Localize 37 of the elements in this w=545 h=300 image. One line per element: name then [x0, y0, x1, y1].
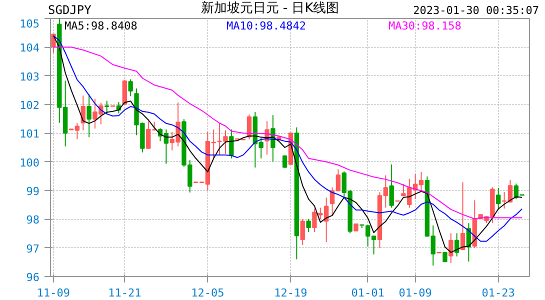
y-tick-label: 98 — [26, 214, 40, 227]
y-tick-label: 96 — [26, 271, 40, 284]
text: MA30:98.158 — [388, 20, 462, 32]
text: 2023-01-30 00:35:07 — [413, 3, 539, 19]
x-tick-label: 01-01 — [351, 286, 384, 300]
y-tick-label: 100 — [20, 156, 40, 170]
x-tick-label: 01-09 — [398, 286, 432, 300]
y-tick-label: 104 — [20, 42, 40, 55]
x-tick-label: 12-19 — [274, 286, 308, 300]
candlestick — [460, 182, 466, 251]
text: MA10:98.4842 — [226, 20, 306, 32]
x-tick-label: 01-23 — [482, 286, 515, 300]
y-tick-label: 102 — [20, 99, 40, 112]
series-label: MA5:98.8408 — [64, 20, 138, 32]
candlestick — [128, 78, 133, 97]
y-tick-label: 105 — [20, 18, 40, 30]
chart-title: 新加坡元日元 - 日K线图 — [200, 1, 340, 16]
candlestick — [104, 100, 110, 114]
candlestick — [496, 187, 501, 210]
candlestick — [270, 114, 276, 163]
candlestick — [282, 155, 288, 168]
candlestick — [122, 79, 127, 105]
candlestick — [300, 218, 305, 246]
x-tick-label: 11-21 — [108, 286, 142, 300]
candlestick — [86, 94, 92, 138]
candlestick — [229, 128, 234, 159]
y-tick-label: 103 — [20, 70, 40, 84]
y-tick-label: 101 — [20, 128, 40, 141]
y-tick-label: 99 — [26, 185, 40, 198]
candlestick — [51, 34, 56, 54]
candlestick — [306, 218, 311, 233]
x-tick-label: 11-09 — [36, 286, 70, 300]
candlestick — [389, 164, 394, 208]
x-tick-label: 12-05 — [191, 286, 224, 300]
y-tick-label: 97 — [26, 242, 40, 256]
candlestick — [442, 252, 448, 262]
chart-subtitle: SGDJPY — [48, 2, 92, 19]
